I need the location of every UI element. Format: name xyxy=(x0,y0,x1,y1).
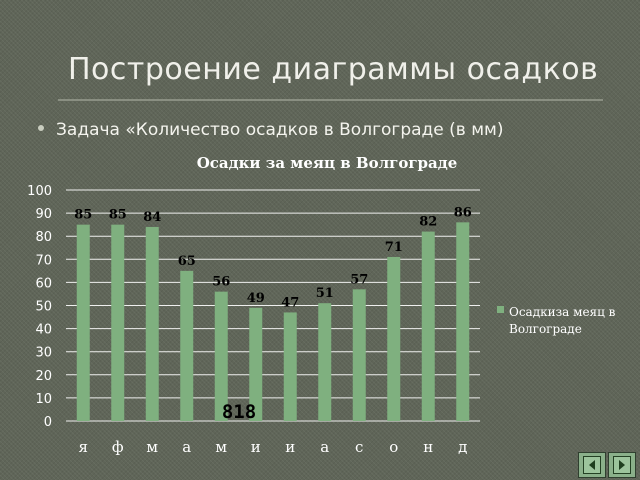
x-tick-label: а xyxy=(182,438,191,456)
y-tick-label: 40 xyxy=(35,323,52,338)
bar xyxy=(352,289,366,421)
bar xyxy=(145,226,159,421)
total-label: 818 xyxy=(222,401,256,423)
data-label: 84 xyxy=(143,210,161,225)
y-tick-label: 20 xyxy=(35,369,52,384)
bullet-icon xyxy=(38,125,44,131)
bar xyxy=(456,222,470,421)
bar xyxy=(283,312,297,421)
previous-slide-button[interactable] xyxy=(578,452,606,478)
x-tick-label: м xyxy=(146,438,158,456)
bar xyxy=(180,270,194,421)
legend-label: Осадкиза меяц в Волгограде xyxy=(509,305,616,336)
title-divider xyxy=(58,99,603,101)
data-label: 49 xyxy=(247,291,265,306)
data-label: 85 xyxy=(109,208,127,223)
y-tick-label: 50 xyxy=(35,300,52,315)
bar xyxy=(111,224,125,421)
x-tick-label: ф xyxy=(112,438,124,456)
y-tick-label: 90 xyxy=(35,207,52,222)
bar xyxy=(76,224,90,421)
previous-slide-icon xyxy=(583,456,601,474)
bar-series xyxy=(76,222,470,421)
data-label: 57 xyxy=(350,272,368,287)
data-label: 56 xyxy=(212,275,230,290)
next-slide-button[interactable] xyxy=(608,452,636,478)
x-tick-label: м xyxy=(215,438,227,456)
bullet-item: Задача «Количество осадков в Волгограде … xyxy=(38,120,504,140)
y-tick-label: 70 xyxy=(35,253,52,268)
bar xyxy=(421,231,435,421)
y-tick-label: 10 xyxy=(35,392,52,407)
slide-title: Построение диаграммы осадков xyxy=(68,52,599,87)
bullet-text: Задача «Количество осадков в Волгограде … xyxy=(56,120,504,140)
bar xyxy=(214,291,228,421)
data-label: 65 xyxy=(178,254,196,269)
next-slide-icon xyxy=(613,456,631,474)
y-axis-ticks: 0 10 20 30 40 50 60 70 80 90 100 xyxy=(27,184,52,430)
x-tick-label: с xyxy=(355,438,363,456)
y-tick-label: 30 xyxy=(35,346,52,361)
x-tick-label: и xyxy=(251,438,261,456)
y-tick-label: 80 xyxy=(35,230,52,245)
data-label: 71 xyxy=(385,240,403,255)
data-label: 85 xyxy=(74,208,92,223)
bar xyxy=(387,256,401,421)
x-tick-label: д xyxy=(458,438,467,456)
data-label: 51 xyxy=(316,286,334,301)
x-tick-label: н xyxy=(423,438,433,456)
data-label: 82 xyxy=(419,215,437,230)
chart-title: Осадки за меяц в Волгограде xyxy=(197,154,458,172)
value-labels: 85 85 84 65 56 49 47 51 57 71 82 86 xyxy=(74,205,472,310)
legend-swatch xyxy=(497,306,504,313)
y-tick-label: 100 xyxy=(27,184,52,199)
slide-navigation xyxy=(578,452,636,478)
bar xyxy=(249,307,263,421)
bar xyxy=(318,303,332,421)
y-tick-label: 0 xyxy=(44,415,52,430)
legend: Осадкиза меяц в Волгограде xyxy=(497,305,616,336)
data-label: 86 xyxy=(454,205,472,220)
y-tick-label: 60 xyxy=(35,276,52,291)
x-tick-label: а xyxy=(320,438,329,456)
grid-lines xyxy=(66,189,480,422)
x-tick-label: и xyxy=(285,438,295,456)
x-tick-label: о xyxy=(389,438,398,456)
x-tick-label: я xyxy=(79,438,88,456)
data-label: 47 xyxy=(281,295,299,310)
